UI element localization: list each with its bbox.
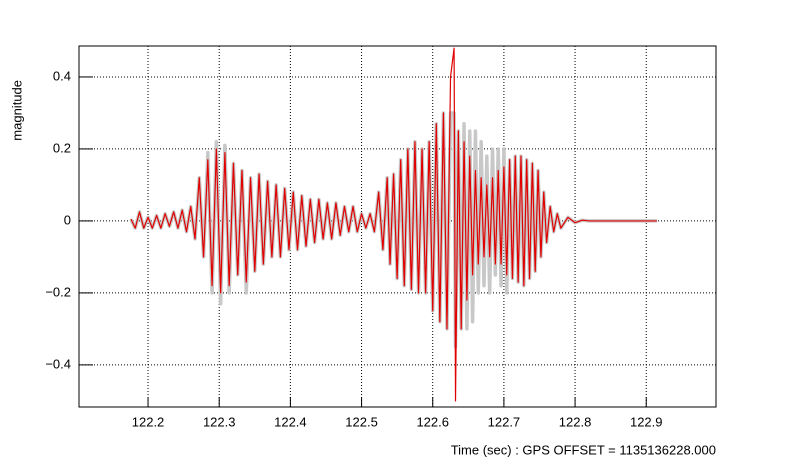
y-tick-label: −0.4 — [45, 356, 71, 371]
y-tick-label: 0.2 — [53, 140, 71, 155]
y-tick-label: −0.2 — [45, 284, 71, 299]
x-tick-label: 122.4 — [274, 414, 307, 429]
x-tick-label: 122.6 — [416, 414, 449, 429]
y-tick-label: 0 — [64, 212, 71, 227]
y-tick-label: 0.4 — [53, 68, 71, 83]
x-tick-label: 122.7 — [488, 414, 521, 429]
x-tick-label: 122.3 — [203, 414, 236, 429]
x-tick-label: 122.2 — [132, 414, 165, 429]
x-axis-label: Time (sec) : GPS OFFSET = 1135136228.000 — [451, 442, 716, 457]
y-axis-label: magnitude — [9, 80, 24, 141]
x-tick-label: 122.9 — [630, 414, 663, 429]
x-tick-label: 122.5 — [345, 414, 378, 429]
data-line — [130, 47, 657, 402]
x-tick-label: 122.8 — [559, 414, 592, 429]
plot-frame — [78, 45, 717, 408]
